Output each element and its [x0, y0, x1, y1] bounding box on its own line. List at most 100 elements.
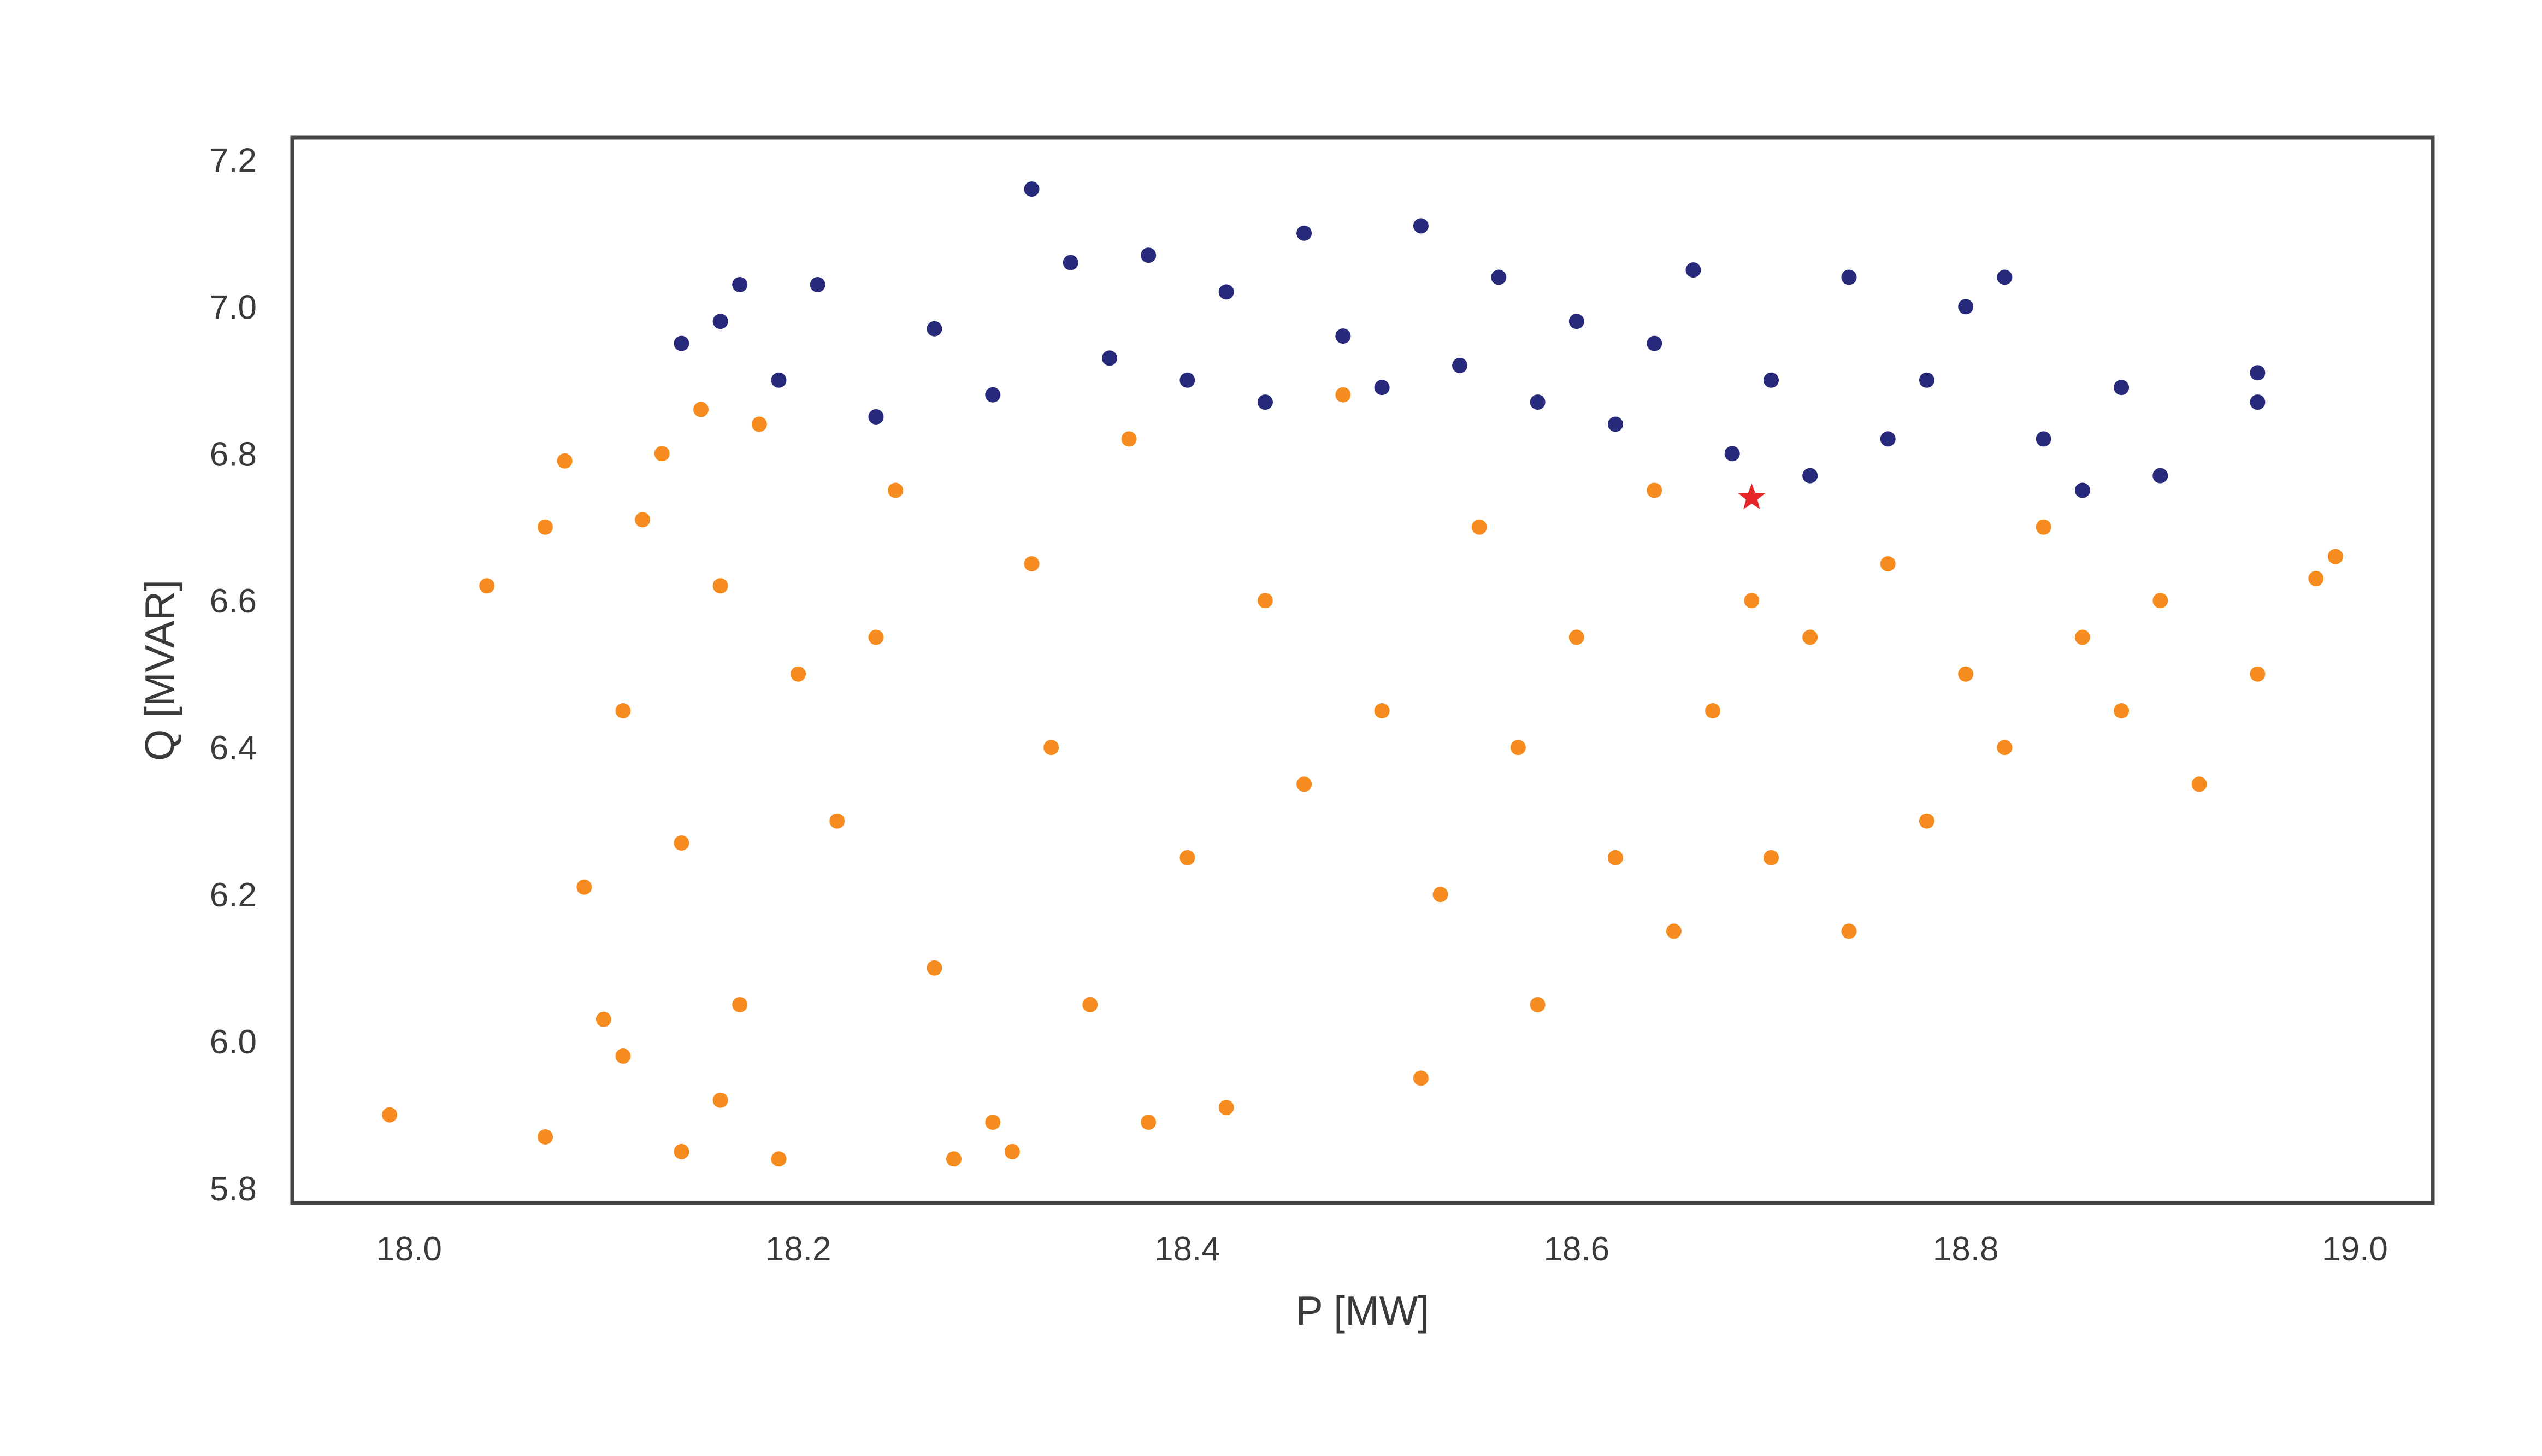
data-point-s0-49 [1764, 850, 1779, 865]
data-point-s0-15 [712, 1092, 728, 1108]
data-point-s1-1 [712, 314, 728, 329]
data-point-s0-51 [1841, 923, 1857, 939]
data-point-s0-24 [946, 1151, 962, 1167]
data-point-s0-38 [1413, 1070, 1429, 1086]
marker-star-point [1738, 484, 1766, 509]
data-point-s0-21 [868, 629, 884, 645]
data-point-s0-30 [1121, 431, 1137, 447]
data-point-s0-33 [1218, 1100, 1234, 1116]
data-point-s0-63 [2327, 549, 2343, 564]
data-point-s1-31 [1919, 372, 1934, 388]
y-tick-label: 6.6 [210, 582, 257, 620]
data-point-s0-22 [888, 482, 904, 498]
data-point-s1-10 [1102, 350, 1117, 366]
data-point-s0-56 [2036, 519, 2051, 535]
x-tick-label: 19.0 [2322, 1230, 2388, 1268]
data-point-s0-8 [615, 1048, 631, 1064]
y-axis: 5.8 6.0 6.2 6.4 6.6 6.8 7.0 7.2 [210, 142, 257, 1208]
data-point-s0-10 [654, 446, 670, 462]
data-point-s1-27 [1764, 372, 1779, 388]
data-point-s1-34 [2036, 431, 2051, 447]
data-point-s0-44 [1608, 850, 1623, 865]
data-point-s1-11 [1141, 247, 1157, 263]
data-point-s0-53 [1919, 813, 1934, 829]
y-tick-label: 6.2 [210, 876, 257, 914]
data-point-s0-39 [1432, 887, 1448, 903]
data-point-s1-16 [1335, 328, 1351, 344]
data-point-s0-29 [1082, 997, 1098, 1012]
data-point-s0-36 [1335, 387, 1351, 403]
data-point-s0-59 [2152, 593, 2168, 609]
data-point-s0-50 [1802, 629, 1818, 645]
data-point-s0-5 [576, 879, 592, 895]
data-point-s0-54 [1958, 666, 1974, 682]
data-point-s0-25 [985, 1115, 1001, 1130]
data-point-s0-2 [538, 1129, 553, 1145]
data-point-s0-18 [771, 1151, 787, 1167]
data-point-s1-19 [1452, 357, 1468, 373]
data-point-s1-15 [1296, 225, 1312, 241]
data-point-s1-8 [1024, 181, 1040, 197]
data-point-s1-20 [1491, 269, 1507, 285]
data-point-s1-33 [1997, 269, 2013, 285]
data-point-s1-7 [985, 387, 1001, 403]
data-point-s1-35 [2074, 482, 2090, 498]
y-axis-label: Q [MVAR] [137, 580, 182, 761]
data-point-s1-23 [1608, 416, 1623, 432]
data-point-s0-42 [1530, 997, 1546, 1012]
data-point-s0-35 [1296, 776, 1312, 792]
data-point-s0-43 [1568, 629, 1584, 645]
data-point-s0-37 [1374, 703, 1390, 718]
data-point-s0-4 [538, 519, 553, 535]
data-point-s0-17 [751, 416, 767, 432]
data-point-s0-9 [635, 512, 651, 528]
data-point-s0-57 [2074, 629, 2090, 645]
data-point-s1-24 [1647, 335, 1662, 351]
data-point-s0-27 [1024, 556, 1040, 571]
data-point-s1-32 [1958, 299, 1974, 315]
data-point-s1-0 [674, 335, 689, 351]
data-point-s0-1 [479, 578, 495, 594]
data-point-s1-22 [1568, 314, 1584, 329]
y-tick-label: 7.2 [210, 142, 257, 179]
data-point-s1-6 [927, 321, 942, 337]
data-point-s1-38 [2250, 365, 2266, 381]
points-layer [382, 181, 2343, 1167]
data-point-s1-37 [2152, 468, 2168, 484]
data-point-s0-11 [674, 835, 689, 851]
data-point-s0-7 [615, 703, 631, 718]
data-point-s1-25 [1685, 262, 1701, 278]
data-point-s1-26 [1724, 446, 1740, 462]
data-point-s0-58 [2114, 703, 2130, 718]
data-point-s0-46 [1666, 923, 1682, 939]
data-point-s0-48 [1744, 593, 1760, 609]
data-point-s0-12 [674, 1143, 689, 1159]
x-tick-label: 18.2 [765, 1230, 831, 1268]
data-point-s0-3 [557, 453, 573, 469]
data-point-s0-23 [927, 960, 942, 976]
data-point-s0-26 [1004, 1143, 1020, 1159]
data-point-s1-17 [1374, 380, 1390, 396]
data-point-s0-61 [2250, 666, 2266, 682]
data-point-s1-30 [1880, 431, 1896, 447]
x-axis-label: P [MW] [1296, 1288, 1429, 1334]
x-axis: 18.0 18.2 18.4 18.6 18.8 19.0 [376, 1230, 2387, 1268]
data-point-s0-41 [1510, 740, 1526, 756]
data-point-s0-31 [1141, 1115, 1157, 1130]
data-point-s0-60 [2191, 776, 2207, 792]
data-point-s0-55 [1997, 740, 2013, 756]
data-point-s1-36 [2114, 380, 2130, 396]
data-point-s0-13 [693, 402, 709, 417]
x-tick-label: 18.8 [1933, 1230, 1999, 1268]
y-tick-label: 7.0 [210, 288, 257, 326]
x-tick-label: 18.4 [1154, 1230, 1220, 1268]
data-point-s1-2 [732, 277, 748, 292]
data-point-s0-0 [382, 1107, 398, 1123]
data-point-s0-62 [2308, 570, 2324, 586]
plot-frame [290, 135, 2435, 1205]
data-point-s1-29 [1841, 269, 1857, 285]
data-point-s0-19 [791, 666, 806, 682]
data-point-s0-6 [595, 1011, 611, 1027]
y-tick-label: 5.8 [210, 1170, 257, 1208]
data-point-s1-9 [1063, 255, 1078, 270]
